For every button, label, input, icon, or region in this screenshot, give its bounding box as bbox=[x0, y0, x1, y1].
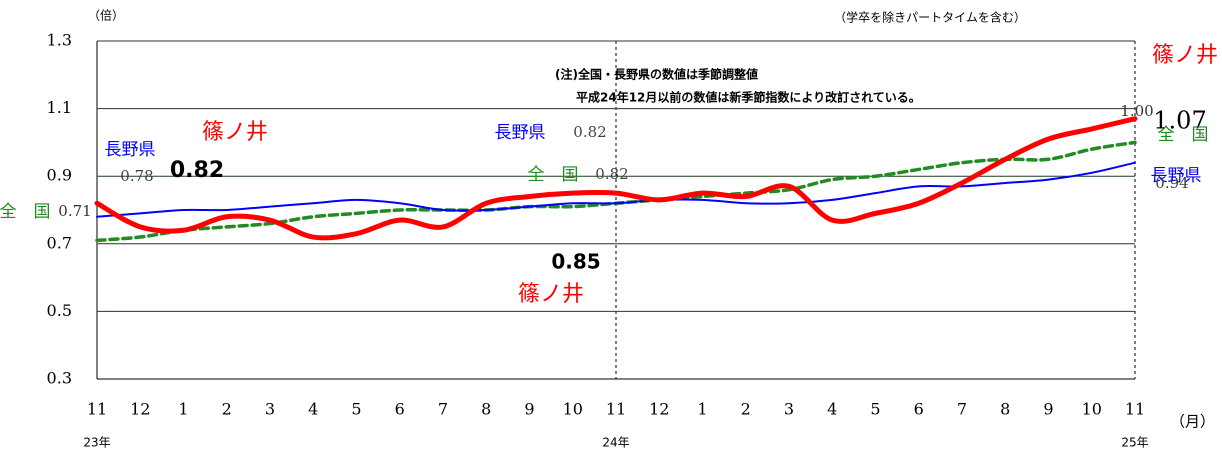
x-tick-label: 5 bbox=[870, 400, 880, 419]
x-tick-label: 11 bbox=[606, 400, 626, 419]
x-tick-label: 10 bbox=[1082, 400, 1102, 419]
value-label: 1.07 bbox=[1153, 107, 1206, 135]
value-label: 0.82 bbox=[170, 158, 224, 183]
value-label: 0.82 bbox=[595, 165, 628, 183]
value-label: 0.71 bbox=[58, 202, 91, 220]
x-tick-label: 4 bbox=[827, 400, 837, 419]
value-label: 0.82 bbox=[573, 123, 606, 141]
note: (注)全国・長野県の数値は季節調整値 bbox=[555, 67, 758, 82]
note: 平成24年12月以前の数値は新季節指数により改訂されている。 bbox=[576, 90, 921, 105]
x-tick-label: 9 bbox=[1043, 400, 1053, 419]
x-tick-label: 1 bbox=[178, 400, 188, 419]
x-tick-label: 9 bbox=[524, 400, 534, 419]
x-tick-label: 3 bbox=[784, 400, 794, 419]
value-label: 0.78 bbox=[120, 167, 153, 185]
y-tick-label: 1.3 bbox=[47, 31, 72, 50]
x-tick-label: 7 bbox=[438, 400, 448, 419]
y-tick-label: 1.1 bbox=[47, 98, 72, 117]
y-tick-label: 0.3 bbox=[47, 369, 72, 388]
year-label: 24年 bbox=[602, 436, 629, 450]
x-tick-label: 10 bbox=[563, 400, 583, 419]
x-tick-label: 6 bbox=[395, 400, 405, 419]
value-label: 1.00 bbox=[1120, 102, 1153, 120]
y-tick-label: 0.7 bbox=[47, 233, 72, 252]
series-label: 長野県 bbox=[1151, 166, 1202, 186]
series-label: 長野県 bbox=[495, 123, 546, 143]
x-tick-label: 7 bbox=[957, 400, 967, 419]
y-unit: （倍） bbox=[88, 8, 124, 23]
x-tick-label: 11 bbox=[87, 400, 107, 419]
x-tick-label: 4 bbox=[308, 400, 318, 419]
x-tick-label: 12 bbox=[649, 400, 669, 419]
x-tick-label: 1 bbox=[697, 400, 707, 419]
y-tick-label: 0.5 bbox=[47, 301, 72, 320]
x-tick-label: 8 bbox=[1000, 400, 1010, 419]
x-tick-label: 2 bbox=[222, 400, 232, 419]
value-label: 0.94 bbox=[1155, 174, 1188, 192]
series-label: 全 国 bbox=[0, 202, 51, 222]
x-tick-label: 8 bbox=[481, 400, 491, 419]
subtitle: （学卒を除きパートタイムを含む） bbox=[834, 10, 1026, 25]
series-line bbox=[96, 161, 1136, 218]
value-label: 0.85 bbox=[551, 250, 600, 274]
series-line bbox=[94, 116, 1138, 241]
x-tick-label: 11 bbox=[1125, 400, 1145, 419]
series-label: 全 国 bbox=[1158, 125, 1209, 145]
series-label: 長野県 bbox=[105, 140, 156, 160]
x-tick-label: 3 bbox=[265, 400, 275, 419]
x-tick-label: 6 bbox=[914, 400, 924, 419]
series-label: 篠ノ井 bbox=[202, 120, 268, 145]
y-tick-label: 0.9 bbox=[47, 166, 72, 185]
x-tick-label: 12 bbox=[130, 400, 150, 419]
x-tick-label: 2 bbox=[741, 400, 751, 419]
series-label: 篠ノ井 bbox=[518, 282, 584, 307]
x-unit: （月） bbox=[1170, 413, 1215, 431]
year-label: 25年 bbox=[1121, 436, 1148, 450]
series-label: 全 国 bbox=[528, 165, 579, 185]
year-label: 23年 bbox=[83, 436, 110, 450]
x-tick-label: 5 bbox=[351, 400, 361, 419]
series-label: 篠ノ井 bbox=[1152, 43, 1218, 68]
